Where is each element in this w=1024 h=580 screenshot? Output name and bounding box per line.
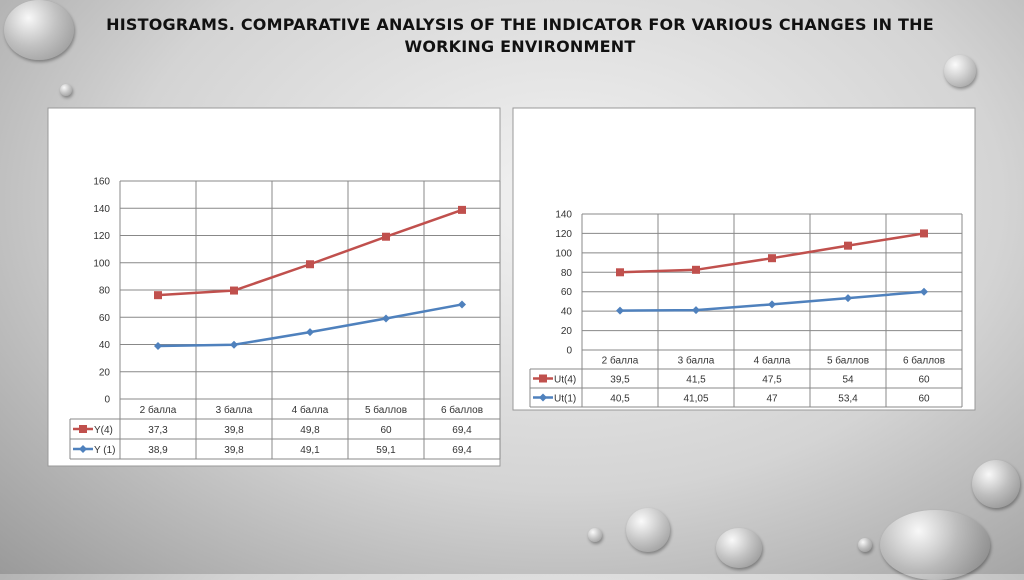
data-point-marker [768,254,776,263]
data-point-marker [692,265,700,274]
data-point-marker [458,205,466,214]
data-table-value: 40,5 [610,394,630,405]
y-tick-label: 60 [561,287,573,298]
y-tick-label: 120 [555,229,572,240]
data-table-value: 41,05 [683,394,708,405]
y-tick-label: 100 [93,258,110,269]
data-point-marker [844,241,852,250]
legend-series-name: Ut(1) [554,394,576,405]
y-tick-label: 140 [93,204,110,215]
data-table-value: 41,5 [686,375,706,386]
data-table-value: 54 [842,375,854,386]
data-table-value: 49,8 [300,425,320,436]
data-point-marker [616,268,624,277]
data-point-marker [306,328,314,337]
y-tick-label: 100 [555,248,572,259]
category-label: 5 баллов [365,404,407,416]
category-label: 2 балла [140,404,177,416]
water-drop-decoration [972,460,1020,508]
legend-series-name: Ut(4) [554,375,576,386]
data-point-marker [154,341,162,350]
water-drop-decoration [4,0,74,60]
legend-series-name: Y (1) [94,445,116,456]
y-tick-label: 60 [99,313,111,324]
y-tick-label: 80 [99,286,111,297]
data-table-value: 49,1 [300,445,320,456]
water-drop-decoration [880,510,990,580]
category-label: 6 баллов [903,355,945,367]
data-point-marker [692,306,700,315]
category-label: 2 балла [602,355,639,367]
data-point-marker [458,300,466,309]
y-tick-label: 160 [93,177,110,188]
data-point-marker [154,291,162,300]
y-tick-label: 80 [561,268,573,279]
water-drop-decoration [944,55,976,87]
data-table-value: 39,5 [610,375,630,386]
y-tick-label: 20 [561,326,573,337]
y-tick-label: 120 [93,231,110,242]
category-label: 4 балла [754,355,791,367]
category-label: 3 балла [216,404,253,416]
category-label: 5 баллов [827,355,869,367]
y-tick-label: 140 [555,210,572,221]
chart-panel [512,107,976,411]
data-table-value: 39,8 [224,445,244,456]
data-table-value: 60 [918,375,930,386]
chart-1: 0 20 40 60 80 100 120 140 160 2 балла 3 балла 4 бал… [47,107,501,467]
data-table-value: 69,4 [452,445,472,456]
y-tick-label: 0 [566,346,572,357]
slide-title: HISTOGRAMS. COMPARATIVE ANALYSIS OF THE … [106,15,934,56]
data-table-value: 69,4 [452,425,472,436]
y-tick-label: 40 [561,307,573,318]
y-tick-label: 40 [99,340,111,351]
data-table-value: 47 [766,394,778,405]
data-point-marker [768,300,776,309]
chart-2: 0 20 40 60 80 100 120 140 2 балла 3 балла 4 балла 5… [512,107,976,411]
water-drop-decoration [588,528,602,542]
data-point-marker [230,340,238,349]
data-table-value: 37,3 [148,425,168,436]
data-point-marker [382,232,390,241]
data-table-value: 60 [918,394,930,405]
water-drop-decoration [858,538,872,552]
data-point-marker [616,306,624,315]
data-point-marker [844,294,852,303]
data-point-marker [920,229,928,238]
data-point-marker [230,286,238,295]
data-table-value: 47,5 [762,375,782,386]
data-table-value: 39,8 [224,425,244,436]
chart-panel [47,107,501,467]
legend-diamond-marker-icon [539,393,547,402]
category-label: 3 балла [678,355,715,367]
data-table-value: 59,1 [376,445,396,456]
water-drop-decoration [716,528,762,568]
legend-diamond-marker-icon [79,445,87,453]
data-table-value: 53,4 [838,394,858,405]
legend-square-marker-icon [539,374,547,383]
legend-square-marker-icon [79,425,87,433]
data-point-marker [920,287,928,296]
category-label: 4 балла [292,404,329,416]
data-table-value: 60 [380,425,392,436]
y-tick-label: 20 [99,367,111,378]
water-drop-decoration [626,508,670,552]
water-drop-decoration [60,84,72,96]
data-table-value: 38,9 [148,445,168,456]
data-point-marker [382,314,390,323]
data-point-marker [306,260,314,269]
category-label: 6 баллов [441,404,483,416]
legend-series-name: Y(4) [94,425,113,436]
y-tick-label: 0 [104,395,110,406]
